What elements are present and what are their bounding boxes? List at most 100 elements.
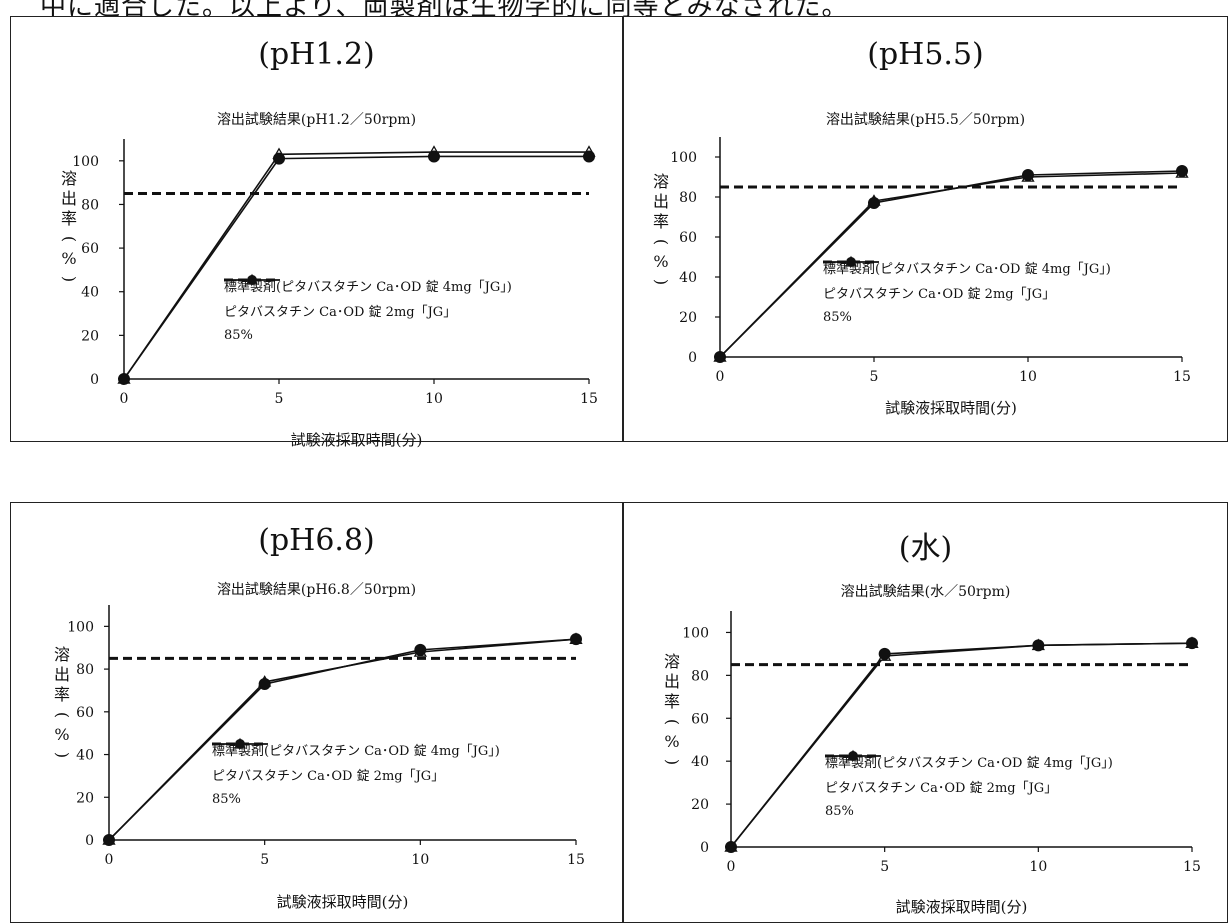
legend-item: ピタバスタチン Ca･OD 錠 2mg「JG」 xyxy=(224,275,512,323)
x-axis-label: 試験液採取時間(分) xyxy=(895,898,1028,916)
y-tick-label: 40 xyxy=(76,748,94,764)
chart-subtitle: 溶出試験結果(pH6.8／50rpm) xyxy=(216,582,417,598)
legend-symbol-dash xyxy=(823,260,877,264)
x-tick-label: 5 xyxy=(275,391,284,407)
chart-subtitle: 溶出試験結果(pH5.5／50rpm) xyxy=(825,112,1026,128)
chart-panel-3: (pH6.8) 溶出試験結果(pH6.8／50rpm) 0 20 40 60 80 100 0 5… xyxy=(10,502,623,923)
y-tick-label: 80 xyxy=(81,197,99,213)
legend-symbol-dash xyxy=(224,278,278,282)
y-tick-label: 80 xyxy=(76,662,94,678)
circle-marker xyxy=(103,834,115,846)
x-tick-label: 0 xyxy=(105,852,114,868)
x-axis-label: 試験液採取時間(分) xyxy=(885,399,1017,417)
y-axis-label: 溶出率(%) xyxy=(652,172,671,286)
legend-label: 85% xyxy=(212,792,241,807)
y-tick-label: 80 xyxy=(679,190,697,206)
legend-item: ピタバスタチン Ca･OD 錠 2mg「JG」 xyxy=(212,739,500,787)
chart-title: (pH5.5) xyxy=(867,37,984,72)
chart-plot: 0 20 40 60 80 100 0 5 10 15 xyxy=(67,605,585,868)
y-tick-label: 60 xyxy=(691,711,709,727)
chart-subtitle: 溶出試験結果(水／50rpm) xyxy=(840,584,1011,600)
legend-item: 85% xyxy=(825,754,1113,824)
chart-subtitle: 溶出試験結果(pH1.2／50rpm) xyxy=(216,112,417,128)
y-tick-label: 100 xyxy=(670,150,697,166)
circle-marker xyxy=(868,197,880,209)
x-axis-label: 試験液採取時間(分) xyxy=(290,431,423,449)
chart-panel-2: (pH5.5) 溶出試験結果(pH5.5／50rpm) 0 20 40 60 80 100 0 5… xyxy=(623,16,1228,442)
legend-label: 85% xyxy=(823,310,852,325)
y-tick-label: 100 xyxy=(72,154,99,170)
legend-item: ピタバスタチン Ca･OD 錠 2mg「JG」 xyxy=(823,257,1111,305)
x-tick-label: 15 xyxy=(1183,859,1201,875)
series-line-reference-product xyxy=(123,151,589,380)
legend-item: 85% xyxy=(823,260,1111,330)
circle-marker xyxy=(725,841,737,853)
chart-title: (pH6.8) xyxy=(258,523,375,558)
y-tick-label: 20 xyxy=(679,310,697,326)
y-axis-label: 溶出率(%) xyxy=(663,652,682,766)
series-line-test-product xyxy=(719,170,1183,358)
y-axis-label: 溶出率(%) xyxy=(60,169,79,283)
legend: 標準製剤(ピタバスタチン Ca･OD 錠 4mg「JG」) ピタバスタチン Ca･… xyxy=(825,749,1113,824)
circle-marker xyxy=(1022,169,1034,181)
y-tick-label: 60 xyxy=(81,241,99,257)
legend-symbol-dash xyxy=(212,742,266,746)
chart-plot: 0 20 40 60 80 100 0 5 10 15 xyxy=(72,139,598,407)
circle-marker xyxy=(714,351,726,363)
chart-title: (水) xyxy=(898,531,953,566)
y-tick-label: 100 xyxy=(67,619,94,635)
legend-label: 標準製剤(ピタバスタチン Ca･OD 錠 4mg「JG」) xyxy=(212,744,500,759)
x-tick-label: 0 xyxy=(716,369,725,385)
circle-marker xyxy=(414,643,427,656)
series-line-test-product xyxy=(730,642,1193,848)
legend-symbol-dash xyxy=(825,754,879,758)
x-tick-label: 5 xyxy=(880,859,889,875)
circle-marker xyxy=(1032,639,1045,652)
x-tick-label: 0 xyxy=(727,859,736,875)
y-tick-label: 60 xyxy=(679,230,697,246)
legend-label: ピタバスタチン Ca･OD 錠 2mg「JG」 xyxy=(224,305,457,320)
legend: 標準製剤(ピタバスタチン Ca･OD 錠 4mg「JG」) ピタバスタチン Ca･… xyxy=(212,737,500,812)
y-tick-label: 40 xyxy=(691,754,709,770)
legend-label: ピタバスタチン Ca･OD 錠 2mg「JG」 xyxy=(212,769,445,784)
legend-label: 85% xyxy=(224,328,253,343)
legend-item: ピタバスタチン Ca･OD 錠 2mg「JG」 xyxy=(825,751,1113,799)
y-tick-label: 0 xyxy=(90,372,99,388)
x-tick-label: 10 xyxy=(1029,859,1047,875)
circle-marker xyxy=(878,647,891,660)
y-tick-label: 20 xyxy=(76,790,94,806)
x-tick-label: 0 xyxy=(120,391,129,407)
series-line-test-product xyxy=(123,155,589,380)
legend-item: 85% xyxy=(212,742,500,812)
legend-label: 85% xyxy=(825,804,854,819)
y-tick-label: 0 xyxy=(700,840,709,856)
x-tick-label: 15 xyxy=(567,852,585,868)
legend-label: 標準製剤(ピタバスタチン Ca･OD 錠 4mg「JG」) xyxy=(825,756,1113,771)
circle-marker xyxy=(428,150,440,163)
circle-marker xyxy=(1186,637,1198,650)
x-axis-label: 試験液採取時間(分) xyxy=(276,893,409,911)
legend: 標準製剤(ピタバスタチン Ca･OD 錠 4mg「JG」) ピタバスタチン Ca･… xyxy=(224,273,512,348)
legend-label: ピタバスタチン Ca･OD 錠 2mg「JG」 xyxy=(825,781,1058,796)
chart-panel-4: (水) 溶出試験結果(水／50rpm) 0 20 40 60 80 100 0 5 10 15 溶出率(… xyxy=(623,502,1228,923)
x-tick-label: 10 xyxy=(411,852,429,868)
legend-label: ピタバスタチン Ca･OD 錠 2mg「JG」 xyxy=(823,287,1056,302)
legend-label: 標準製剤(ピタバスタチン Ca･OD 錠 4mg「JG」) xyxy=(224,280,512,295)
legend: 標準製剤(ピタバスタチン Ca･OD 錠 4mg「JG」) ピタバスタチン Ca･… xyxy=(823,255,1111,330)
y-tick-label: 0 xyxy=(688,350,697,366)
circle-marker xyxy=(1176,165,1188,177)
x-tick-label: 5 xyxy=(870,369,879,385)
y-tick-label: 20 xyxy=(691,797,709,813)
y-tick-label: 0 xyxy=(85,833,94,849)
x-tick-label: 10 xyxy=(1019,369,1037,385)
y-tick-label: 40 xyxy=(81,285,99,301)
series-line-test-product xyxy=(108,638,577,841)
circle-marker xyxy=(570,633,582,646)
y-axis-label: 溶出率(%) xyxy=(53,645,72,759)
x-tick-label: 15 xyxy=(580,391,598,407)
y-tick-label: 80 xyxy=(691,668,709,684)
chart-plot: 0 20 40 60 80 100 0 5 10 15 xyxy=(682,611,1201,875)
x-tick-label: 10 xyxy=(425,391,443,407)
circle-marker xyxy=(258,678,271,691)
circle-marker xyxy=(118,373,130,385)
